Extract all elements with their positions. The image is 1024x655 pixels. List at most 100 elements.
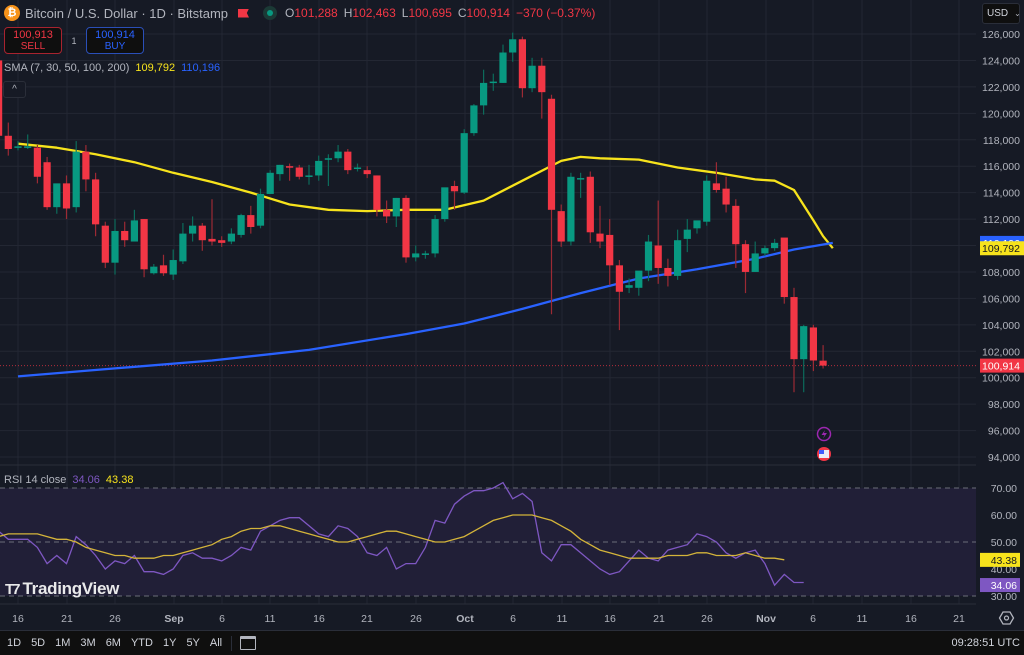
calendar-goto-icon[interactable] — [240, 636, 257, 650]
close-label: C — [457, 6, 467, 20]
sell-price: 100,913 — [13, 28, 53, 41]
range-button-6m[interactable]: 6M — [105, 637, 121, 649]
candle — [557, 211, 565, 242]
candle — [635, 270, 643, 288]
chart-canvas[interactable]: 126,000 124,000 122,000 120,000 118,000 116,0… — [0, 0, 1024, 630]
rsi-axis[interactable]: 70.00 60.00 50.00 40.00 30.00 43.38 34.06 — [980, 483, 1020, 603]
currency-value: USD — [987, 8, 1009, 19]
candle — [703, 180, 711, 222]
candle — [499, 52, 507, 83]
rsi-line — [0, 481, 804, 587]
candle — [208, 238, 216, 242]
range-button-ytd[interactable]: YTD — [130, 637, 153, 649]
svg-text:26: 26 — [109, 613, 121, 625]
sell-label: SELL — [20, 40, 46, 52]
settings-gear-icon[interactable] — [998, 611, 1015, 625]
candle — [402, 197, 410, 258]
svg-text:112,000: 112,000 — [983, 214, 1020, 226]
candle — [615, 265, 623, 292]
candle — [286, 166, 294, 168]
candle — [179, 233, 187, 262]
candle — [189, 225, 197, 234]
ohlc-values: O101,288 H102,463 L100,695 C100,914 −370… — [285, 6, 595, 20]
event-markers[interactable] — [816, 426, 832, 462]
price-axis[interactable]: 126,000 124,000 122,000 120,000 118,000 116,0… — [976, 0, 1024, 604]
candle — [111, 230, 119, 263]
candle — [780, 237, 788, 298]
candle — [722, 188, 730, 205]
range-button-1y[interactable]: 1Y — [162, 637, 177, 649]
svg-text:Sep: Sep — [164, 613, 183, 625]
buy-button[interactable]: 100,914 BUY — [86, 27, 144, 54]
candle — [305, 175, 313, 177]
buy-label: BUY — [104, 40, 126, 52]
svg-text:30.00: 30.00 — [991, 591, 1017, 603]
sma-legend[interactable]: SMA (7, 30, 50, 100, 200) 109,792 110,19… — [4, 62, 220, 74]
svg-text:16: 16 — [12, 613, 24, 625]
range-button-1d[interactable]: 1D — [7, 637, 22, 649]
svg-text:114,000: 114,000 — [983, 188, 1020, 200]
flag-icon[interactable] — [238, 8, 249, 18]
range-selector: 1D 5D 1M 3M 6M YTD 1Y 5Y All — [0, 637, 227, 649]
svg-text:60.00: 60.00 — [991, 510, 1017, 522]
high-label: H — [343, 6, 353, 20]
candle — [712, 183, 720, 190]
spread-value: 1 — [71, 35, 77, 46]
collapse-legend-button[interactable]: ^ — [3, 81, 26, 98]
chart-area[interactable]: 126,000 124,000 122,000 120,000 118,000 116,0… — [0, 0, 1024, 630]
svg-text:16: 16 — [604, 613, 616, 625]
svg-text:34.06: 34.06 — [991, 580, 1017, 592]
candle — [0, 60, 3, 136]
svg-text:106,000: 106,000 — [982, 293, 1020, 305]
candle — [43, 162, 51, 208]
clock-time[interactable]: 09:28:51 UTC — [951, 637, 1020, 649]
svg-text:6: 6 — [810, 613, 816, 625]
tradingview-logo[interactable]: T7 TradingView — [5, 579, 119, 599]
svg-text:26: 26 — [410, 613, 422, 625]
candle — [150, 266, 158, 274]
candle — [819, 360, 827, 366]
range-button-1m[interactable]: 1M — [55, 637, 71, 649]
candle — [169, 260, 177, 275]
range-button-all[interactable]: All — [209, 637, 223, 649]
symbol-title[interactable]: Bitcoin / U.S. Dollar · 1D · Bitstamp — [25, 5, 228, 21]
market-status-icon[interactable] — [263, 6, 277, 20]
candle — [121, 230, 129, 241]
toolbar-divider — [231, 635, 233, 651]
sma-value-fast: 109,792 — [135, 62, 176, 74]
svg-text:50.00: 50.00 — [991, 537, 1017, 549]
candle — [256, 193, 265, 226]
candle — [237, 215, 245, 235]
svg-text:116,000: 116,000 — [983, 161, 1020, 173]
candle — [596, 233, 604, 242]
svg-text:21: 21 — [653, 613, 665, 625]
candle — [586, 176, 594, 233]
candle — [489, 81, 497, 84]
svg-text:16: 16 — [905, 613, 917, 625]
candle — [33, 147, 41, 177]
rsi-badge — [980, 578, 1020, 593]
sell-button[interactable]: 100,913 SELL — [4, 27, 62, 54]
range-button-5y[interactable]: 5Y — [186, 637, 200, 649]
range-button-3m[interactable]: 3M — [80, 637, 96, 649]
candle — [334, 151, 342, 159]
svg-text:98,000: 98,000 — [988, 399, 1020, 411]
rsi-legend[interactable]: RSI 14 close 34.06 43.38 — [4, 474, 133, 486]
candle — [392, 197, 400, 217]
svg-text:122,000: 122,000 — [982, 82, 1020, 94]
currency-select[interactable]: USD ⌄ — [982, 3, 1021, 24]
svg-text:16: 16 — [313, 613, 325, 625]
svg-text:124,000: 124,000 — [982, 55, 1020, 67]
close-value: 100,914 — [466, 6, 510, 20]
candle — [625, 285, 633, 288]
rsi-value: 34.06 — [72, 474, 100, 486]
svg-text:11: 11 — [557, 613, 568, 625]
buy-price: 100,914 — [95, 28, 135, 41]
time-axis[interactable]: 16 21 26 Sep 6 11 16 21 26 Oct 6 11 16 21 26 Nov 6 11 16 21 — [12, 613, 965, 625]
range-button-5d[interactable]: 5D — [31, 637, 46, 649]
candle — [547, 98, 556, 210]
open-value: 101,288 — [294, 6, 338, 20]
svg-text:109,792: 109,792 — [982, 243, 1020, 255]
candle — [450, 186, 459, 192]
rsi-line — [0, 514, 785, 561]
